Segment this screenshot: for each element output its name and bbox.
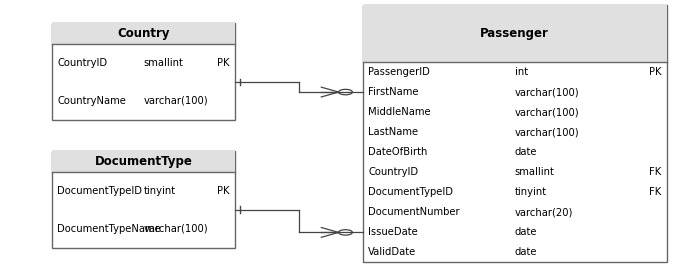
Bar	[52, 23, 235, 44]
Bar	[363, 5, 667, 62]
Text: CountryID: CountryID	[368, 167, 419, 177]
Text: DocumentTypeID: DocumentTypeID	[368, 187, 453, 197]
Text: ValidDate: ValidDate	[368, 248, 417, 258]
Text: PassengerID: PassengerID	[368, 67, 430, 77]
Text: varchar(20): varchar(20)	[515, 207, 573, 217]
Text: DocumentTypeID: DocumentTypeID	[57, 186, 142, 196]
Text: varchar(100): varchar(100)	[515, 107, 580, 117]
Text: date: date	[515, 227, 538, 237]
Text: FK: FK	[649, 167, 661, 177]
Bar	[52, 23, 235, 120]
Text: smallint: smallint	[144, 58, 183, 68]
Text: int: int	[515, 67, 528, 77]
Text: tinyint: tinyint	[515, 187, 547, 197]
Text: FK: FK	[649, 187, 661, 197]
Bar	[52, 151, 235, 172]
Text: varchar(100): varchar(100)	[515, 87, 580, 97]
Text: CountryName: CountryName	[57, 96, 126, 106]
Text: tinyint: tinyint	[144, 186, 176, 196]
Text: DocumentType: DocumentType	[95, 155, 192, 168]
Text: smallint: smallint	[515, 167, 555, 177]
Text: date: date	[515, 248, 538, 258]
Text: PK: PK	[649, 67, 661, 77]
Text: LastName: LastName	[368, 127, 419, 137]
Text: varchar(100): varchar(100)	[144, 96, 208, 106]
Text: PK: PK	[217, 58, 229, 68]
Text: varchar(100): varchar(100)	[515, 127, 580, 137]
Bar	[52, 151, 235, 248]
Text: FirstName: FirstName	[368, 87, 419, 97]
Text: Passenger: Passenger	[480, 27, 549, 40]
Text: DocumentTypeName: DocumentTypeName	[57, 224, 161, 234]
Text: MiddleName: MiddleName	[368, 107, 431, 117]
Text: IssueDate: IssueDate	[368, 227, 418, 237]
Text: varchar(100): varchar(100)	[144, 224, 208, 234]
Text: DateOfBirth: DateOfBirth	[368, 147, 428, 157]
Text: PK: PK	[217, 186, 229, 196]
Text: DocumentNumber: DocumentNumber	[368, 207, 460, 217]
Text: date: date	[515, 147, 538, 157]
Text: Country: Country	[117, 27, 169, 40]
Bar	[363, 5, 667, 262]
Text: CountryID: CountryID	[57, 58, 108, 68]
